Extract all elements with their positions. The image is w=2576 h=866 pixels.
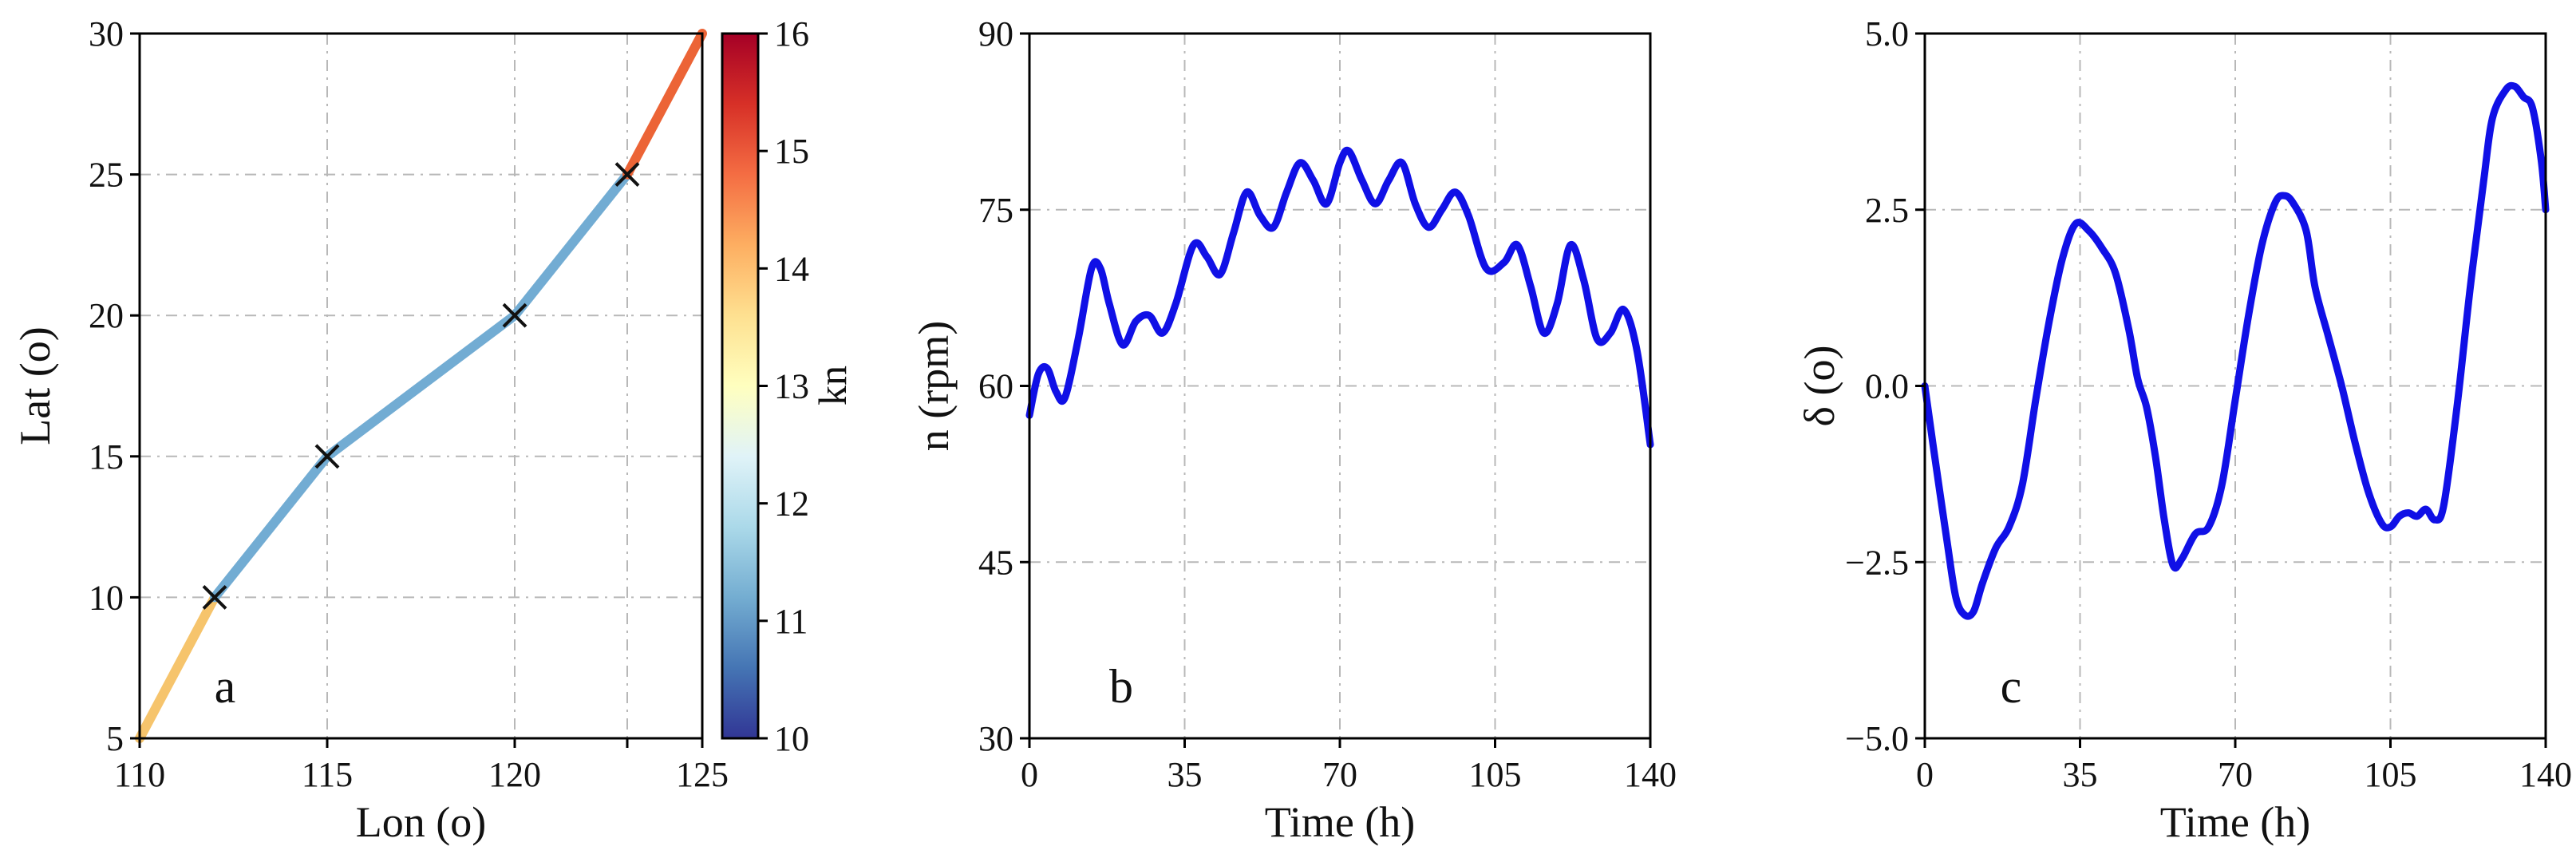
route-segment [135, 592, 219, 743]
x-tick-label: 125 [676, 755, 729, 794]
y-tick-label: 45 [978, 543, 1013, 582]
y-tick-label: 60 [978, 367, 1013, 406]
y-tick-label: 5 [106, 719, 124, 758]
series-line [1025, 146, 1654, 449]
colorbar-tick-label: 15 [774, 132, 809, 171]
x-tick-label: 115 [302, 755, 353, 794]
x-tick-label: 105 [1469, 755, 1522, 794]
y-tick-label: 2.5 [1865, 191, 1909, 230]
waypoint-marker [202, 584, 227, 610]
y-tick-label: 90 [978, 14, 1013, 53]
x-tick-label: 120 [488, 755, 541, 794]
colorbar-tick-label: 16 [774, 14, 809, 53]
x-axis-label: Time (h) [2160, 798, 2311, 846]
x-tick-label: 0 [1021, 755, 1038, 794]
y-tick-label: 0.0 [1865, 367, 1909, 406]
y-axis-label: δ (o) [1796, 346, 1843, 427]
y-tick-label: 30 [978, 719, 1013, 758]
route-segment [210, 451, 332, 603]
colorbar-tick-label: 11 [774, 602, 808, 641]
panel-c-chart: 0 35 70 105 140 −5.0 −2.5 0.0 2.5 5.0 Time (h) δ (o… [1796, 14, 2572, 846]
x-tick-label: 35 [2063, 755, 2098, 794]
colorbar-gradient [722, 34, 758, 738]
y-tick-label: 75 [978, 191, 1013, 230]
panel-a-chart: 110 115 120 125 5 10 15 20 25 30 Lon (o) Lat (o) a [11, 14, 729, 846]
waypoint-marker [314, 444, 340, 469]
y-tick-label: 5.0 [1865, 14, 1909, 53]
waypoint-x-stroke [614, 162, 640, 188]
panel-letter: b [1109, 660, 1133, 713]
x-tick-label: 70 [2218, 755, 2253, 794]
speed-colorbar: 10 11 12 13 14 15 16 kn [721, 14, 855, 758]
colorbar-label: kn [810, 366, 855, 405]
x-tick-label: 110 [114, 755, 165, 794]
x-tick-label: 0 [1916, 755, 1934, 794]
route-segment [322, 310, 520, 461]
y-tick-label: −5.0 [1845, 719, 1909, 758]
colorbar-tick-label: 14 [774, 249, 809, 288]
y-tick-label: 15 [89, 437, 124, 476]
colorbar-tick-label: 12 [774, 484, 809, 524]
x-tick-label: 105 [2365, 755, 2417, 794]
x-axis-label: Lon (o) [356, 798, 486, 846]
x-tick-label: 35 [1167, 755, 1203, 794]
x-tick-label: 140 [2519, 755, 2572, 794]
y-tick-label: −2.5 [1845, 543, 1909, 582]
colorbar-tick-label: 13 [774, 367, 809, 406]
colorbar-tick-label: 10 [774, 719, 809, 758]
route-segment [622, 29, 707, 180]
panel-letter: a [215, 660, 236, 713]
y-tick-label: 30 [89, 14, 124, 53]
waypoint-marker [502, 303, 527, 328]
waypoint-x-stroke [502, 303, 527, 328]
waypoint-x-stroke [202, 584, 227, 610]
series-line [1921, 81, 2550, 620]
panel-b-chart: 0 35 70 105 140 30 45 60 75 90 Time (h) n (rpm) b [910, 14, 1677, 846]
panel-letter: c [2001, 660, 2022, 713]
y-tick-label: 25 [89, 156, 124, 195]
y-tick-label: 20 [89, 296, 124, 335]
axes-frame [138, 32, 704, 740]
route-segment [510, 169, 632, 321]
x-tick-label: 70 [1322, 755, 1357, 794]
x-axis-label: Time (h) [1265, 798, 1416, 846]
waypoint-x-stroke [314, 444, 340, 469]
y-tick-label: 10 [89, 578, 124, 617]
y-axis-label: n (rpm) [910, 321, 958, 451]
x-tick-label: 140 [1624, 755, 1677, 794]
y-axis-label: Lat (o) [11, 326, 59, 445]
waypoint-marker [614, 162, 640, 188]
